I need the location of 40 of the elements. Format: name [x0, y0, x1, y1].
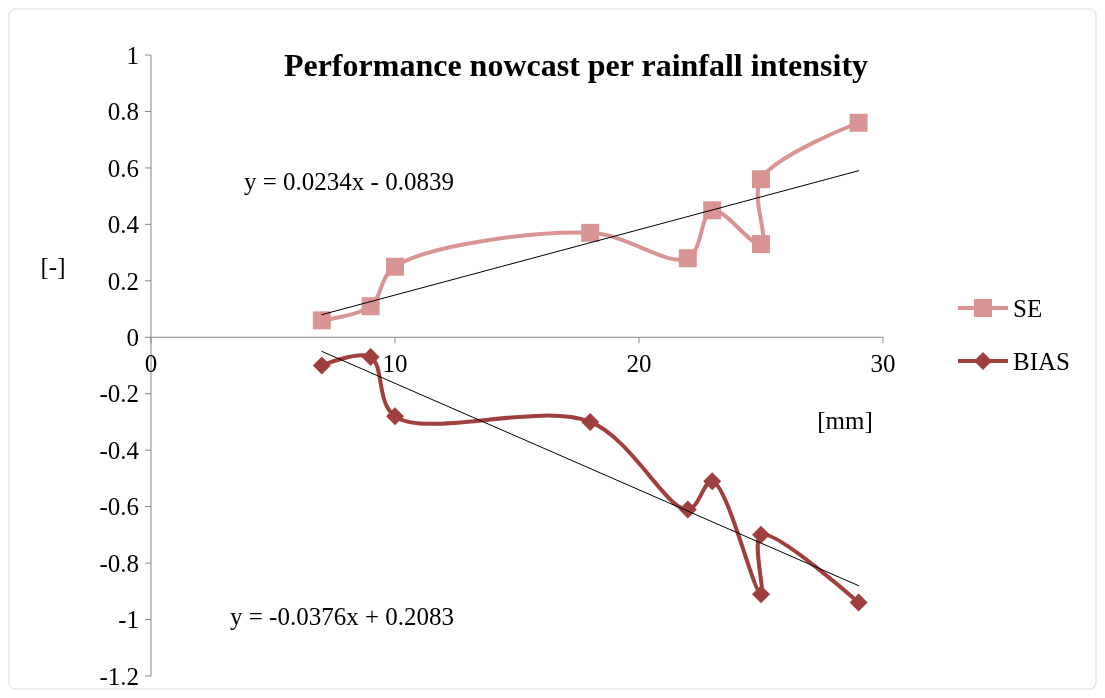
y-tick-label: 0.6: [107, 154, 139, 182]
y-tick-label: 0.8: [107, 98, 139, 126]
legend-label: SE: [1013, 294, 1043, 322]
point: [752, 170, 770, 189]
y-axis-title: [-]: [40, 253, 66, 281]
point: [312, 356, 331, 375]
point: [752, 525, 770, 544]
point: [386, 257, 404, 276]
point: [581, 412, 600, 431]
y-tick-label: -0.8: [99, 549, 139, 577]
point: [361, 348, 380, 367]
point: [703, 201, 722, 220]
point: [386, 407, 404, 426]
point: [312, 311, 331, 330]
x-tick-label: 0: [144, 350, 158, 378]
y-tick-label: 0: [126, 324, 139, 352]
annotation: y = 0.0234x - 0.0839: [244, 168, 454, 195]
y-tick-label: 1: [126, 41, 139, 69]
x-tick-label: 10: [382, 350, 408, 378]
y-tick-label: -0.4: [99, 436, 140, 464]
x-tick-label: 20: [626, 350, 652, 378]
x-axis-title: [mm]: [817, 407, 873, 435]
point: [849, 113, 868, 132]
y-tick-label: -1: [118, 606, 139, 634]
legend-label: BIAS: [1013, 347, 1070, 375]
y-tick-label: 0.4: [107, 211, 140, 239]
point: [849, 593, 868, 612]
chart-title: Performance nowcast per rainfall intensity: [283, 47, 869, 83]
y-tick-label: -0.2: [99, 380, 139, 408]
point: [581, 223, 600, 242]
x-tick-label: 30: [870, 350, 896, 378]
y-tick-label: -0.6: [99, 493, 139, 521]
y-tick-label: 0.2: [107, 267, 139, 295]
annotation: y = -0.0376x + 0.2083: [230, 603, 455, 630]
point: [678, 249, 697, 268]
point: [703, 472, 722, 491]
point: [752, 585, 770, 604]
y-tick-label: -1.2: [99, 662, 139, 690]
point: [752, 235, 770, 254]
point: [361, 297, 380, 316]
